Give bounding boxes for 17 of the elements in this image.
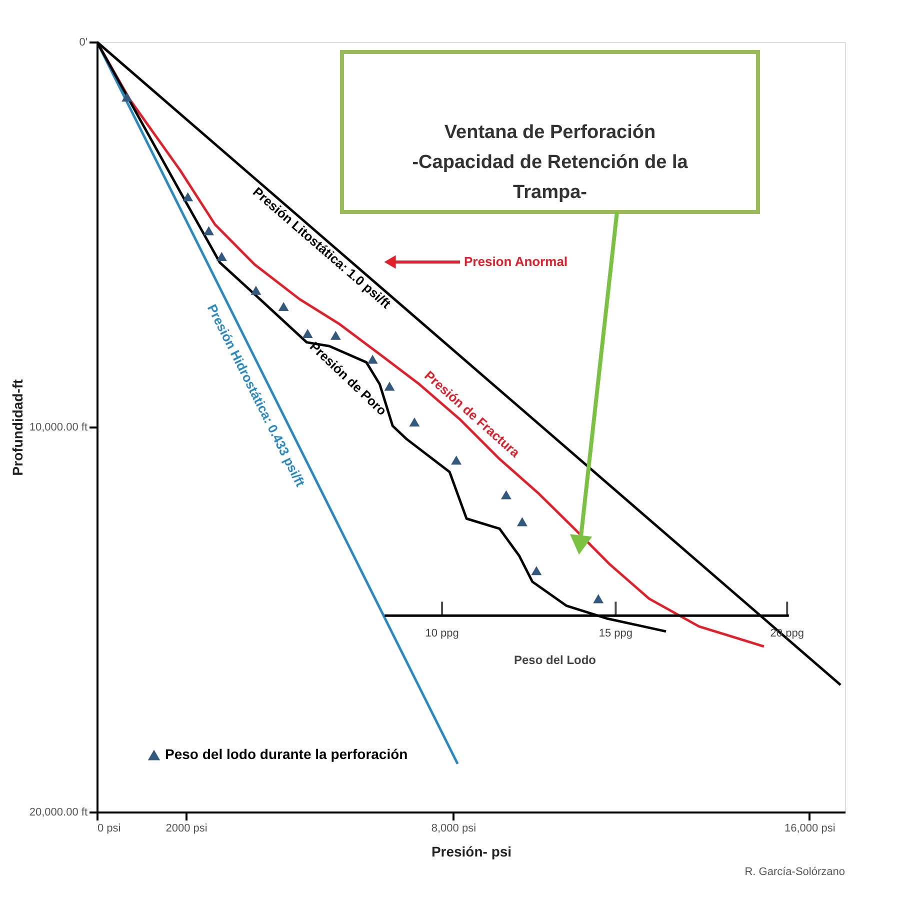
y-axis-title: Profundidad-ft bbox=[9, 378, 26, 476]
x-tick-label: 2000 psi bbox=[166, 822, 208, 834]
legend-label: Peso del lodo durante la perforación bbox=[165, 746, 408, 762]
annotation: 20 ppg bbox=[770, 628, 804, 640]
annotation: Peso del Lodo bbox=[514, 653, 596, 667]
x-axis-title: Presión- psi bbox=[431, 844, 512, 860]
annotation: 15 ppg bbox=[598, 628, 633, 640]
x-tick-label: 8,000 psi bbox=[431, 822, 476, 834]
text: R. García-Solórzano bbox=[744, 866, 845, 878]
y-tick-label: 20,000.00 ft bbox=[29, 806, 88, 818]
x-tick-label: 16,000 psi bbox=[784, 822, 836, 834]
y-tick-label: 10,000.00 ft bbox=[29, 422, 88, 434]
annotation: Presion Anormal bbox=[464, 254, 568, 269]
annotation: 10 ppg bbox=[425, 628, 459, 640]
x-tick-label: 0 psi bbox=[98, 822, 121, 834]
annotation: Ventana de Perforación -Capacidad de Retención de la Trampa- bbox=[412, 122, 688, 203]
y-tick-label: 0' bbox=[79, 36, 88, 48]
